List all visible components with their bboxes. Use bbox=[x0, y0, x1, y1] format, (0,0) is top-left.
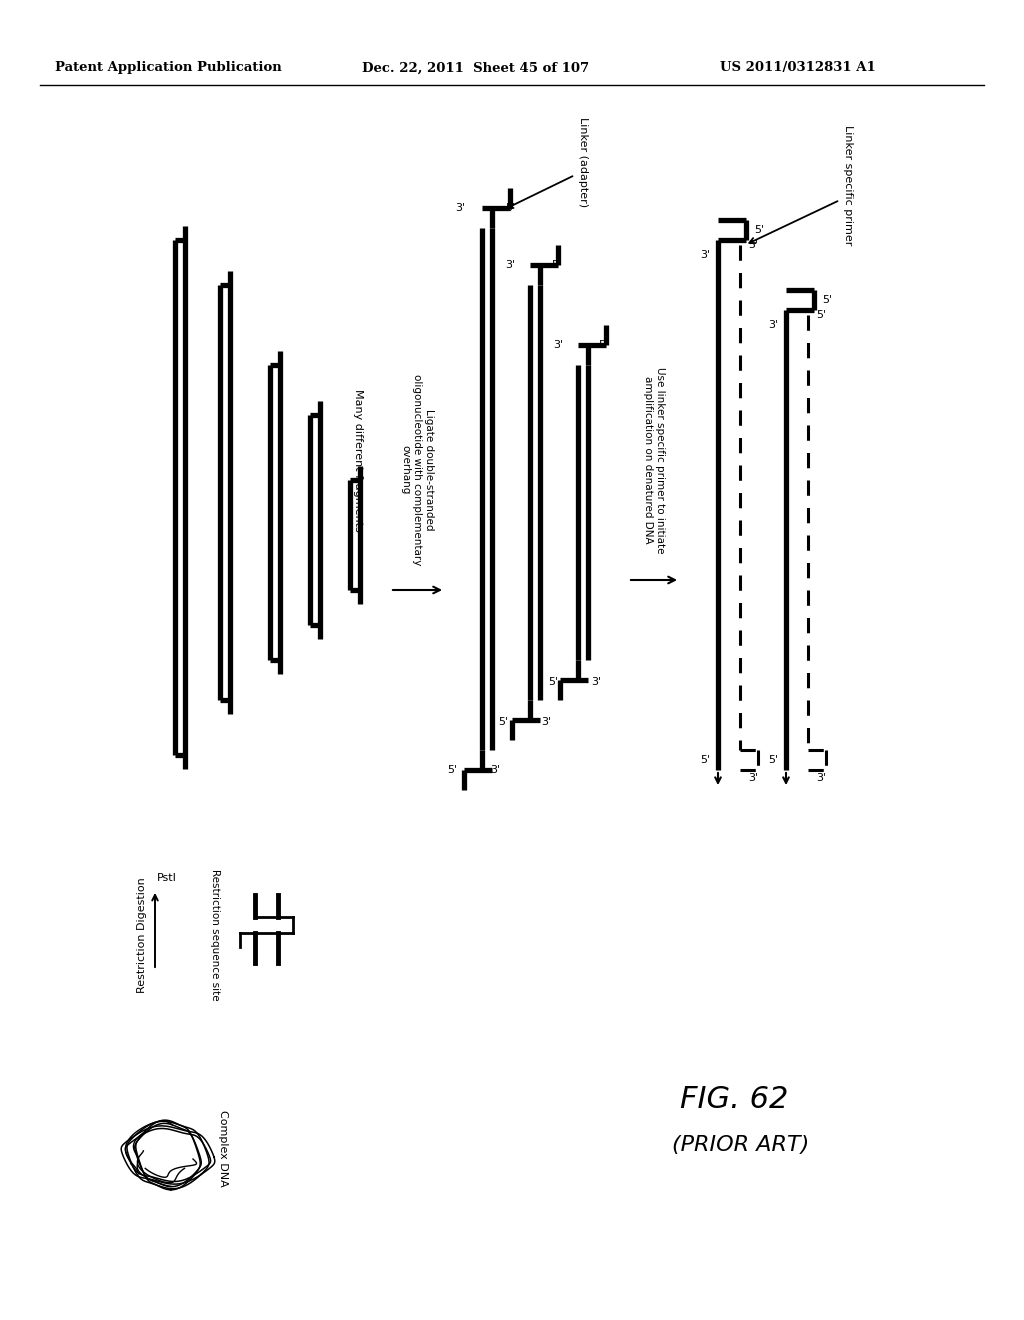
Text: (PRIOR ART): (PRIOR ART) bbox=[672, 1135, 809, 1155]
Text: Linker (adapter): Linker (adapter) bbox=[578, 117, 588, 207]
Text: 5': 5' bbox=[822, 294, 833, 305]
Text: 3': 3' bbox=[489, 766, 500, 775]
Text: 5': 5' bbox=[548, 677, 558, 686]
Text: 5': 5' bbox=[816, 310, 826, 319]
Text: Restriction Digestion: Restriction Digestion bbox=[137, 876, 147, 993]
Text: 5': 5' bbox=[498, 717, 508, 727]
Text: 5': 5' bbox=[598, 341, 608, 350]
Text: 5': 5' bbox=[446, 766, 457, 775]
Text: 3': 3' bbox=[699, 249, 710, 260]
Text: 3': 3' bbox=[748, 774, 758, 783]
Text: 3': 3' bbox=[591, 677, 601, 686]
Text: Dec. 22, 2011  Sheet 45 of 107: Dec. 22, 2011 Sheet 45 of 107 bbox=[362, 62, 589, 74]
Text: US 2011/0312831 A1: US 2011/0312831 A1 bbox=[720, 62, 876, 74]
Text: 3': 3' bbox=[541, 717, 551, 727]
Text: Linker specific primer: Linker specific primer bbox=[843, 125, 853, 246]
Text: 5': 5' bbox=[505, 203, 515, 213]
Text: 5': 5' bbox=[754, 224, 764, 235]
Text: Patent Application Publication: Patent Application Publication bbox=[55, 62, 282, 74]
Text: Many different fragments: Many different fragments bbox=[353, 388, 362, 532]
Text: 3': 3' bbox=[455, 203, 465, 213]
Text: FIG. 62: FIG. 62 bbox=[680, 1085, 788, 1114]
Text: 3': 3' bbox=[553, 341, 563, 350]
Text: 5': 5' bbox=[551, 260, 561, 271]
Text: 5': 5' bbox=[699, 755, 710, 766]
Text: PstI: PstI bbox=[157, 873, 177, 883]
Text: 5': 5' bbox=[748, 240, 758, 249]
Text: 3': 3' bbox=[768, 319, 778, 330]
Text: 3': 3' bbox=[505, 260, 515, 271]
Text: 5': 5' bbox=[768, 755, 778, 766]
Text: Complex DNA: Complex DNA bbox=[218, 1110, 228, 1187]
Text: Use linker specific primer to initiate
amplification on denatured DNA: Use linker specific primer to initiate a… bbox=[643, 367, 665, 553]
Text: Ligate double-stranded
oligonucleotide with complementary
overhang: Ligate double-stranded oligonucleotide w… bbox=[400, 375, 433, 566]
Text: 3': 3' bbox=[816, 774, 826, 783]
Text: Restriction sequence site: Restriction sequence site bbox=[210, 869, 220, 1001]
